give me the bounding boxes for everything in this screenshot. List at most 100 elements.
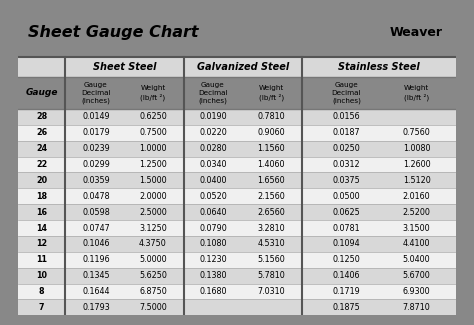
Text: 7.8710: 7.8710 (403, 303, 430, 312)
Text: 5.6250: 5.6250 (139, 271, 167, 280)
Bar (18, 204, 456, 220)
Text: 22: 22 (36, 160, 47, 169)
Text: 6.9300: 6.9300 (403, 287, 430, 296)
Text: 0.9060: 0.9060 (257, 128, 285, 137)
Text: 4.5310: 4.5310 (257, 240, 285, 248)
Text: 0.1406: 0.1406 (333, 271, 360, 280)
Bar (18, 236, 456, 252)
Text: 0.0340: 0.0340 (199, 160, 227, 169)
Text: 1.1560: 1.1560 (257, 144, 285, 153)
Text: 5.1560: 5.1560 (257, 255, 285, 264)
Text: Stainless Steel: Stainless Steel (338, 62, 420, 72)
Text: 1.0080: 1.0080 (403, 144, 430, 153)
Text: 0.0280: 0.0280 (199, 144, 227, 153)
Text: 0.0149: 0.0149 (82, 112, 110, 122)
Text: 26: 26 (36, 128, 47, 137)
Text: 1.5000: 1.5000 (139, 176, 167, 185)
Text: 0.7500: 0.7500 (139, 128, 167, 137)
Text: 0.0790: 0.0790 (199, 224, 227, 232)
Text: 7.0310: 7.0310 (257, 287, 285, 296)
Bar (18, 109, 456, 125)
Text: 0.0299: 0.0299 (82, 160, 110, 169)
Text: 0.0250: 0.0250 (333, 144, 360, 153)
Text: 10: 10 (36, 271, 47, 280)
Bar (18, 220, 456, 236)
Text: 0.0781: 0.0781 (333, 224, 360, 232)
Text: 0.0239: 0.0239 (82, 144, 110, 153)
Text: 2.0160: 2.0160 (403, 192, 430, 201)
Text: 12: 12 (36, 240, 47, 248)
Text: 0.0640: 0.0640 (199, 208, 227, 217)
Text: 0.0747: 0.0747 (82, 224, 110, 232)
Text: Sheet Steel: Sheet Steel (93, 62, 156, 72)
Bar (18, 125, 456, 141)
Text: 0.0500: 0.0500 (333, 192, 360, 201)
Text: Gauge
Decimal
(inches): Gauge Decimal (inches) (81, 82, 111, 104)
Text: 3.1500: 3.1500 (403, 224, 430, 232)
Text: 24: 24 (36, 144, 47, 153)
Text: 5.7810: 5.7810 (257, 271, 285, 280)
Text: 0.1094: 0.1094 (333, 240, 360, 248)
Text: 0.0375: 0.0375 (333, 176, 360, 185)
Bar (18, 157, 456, 173)
Text: 0.0625: 0.0625 (333, 208, 360, 217)
Text: 0.0359: 0.0359 (82, 176, 110, 185)
Text: 0.1250: 0.1250 (333, 255, 360, 264)
Bar (18, 173, 456, 188)
Text: 0.0478: 0.0478 (82, 192, 110, 201)
Text: Weight
(lb/ft ²): Weight (lb/ft ²) (140, 85, 165, 101)
Bar (18, 57, 456, 77)
Text: Sheet Gauge Chart: Sheet Gauge Chart (27, 25, 198, 40)
Text: 2.0000: 2.0000 (139, 192, 167, 201)
Text: 0.7810: 0.7810 (257, 112, 285, 122)
Text: 2.6560: 2.6560 (257, 208, 285, 217)
Text: 0.0187: 0.0187 (333, 128, 360, 137)
Text: 0.0598: 0.0598 (82, 208, 110, 217)
Text: 4.3750: 4.3750 (139, 240, 167, 248)
Text: 0.7560: 0.7560 (403, 128, 430, 137)
Text: 0.0312: 0.0312 (333, 160, 360, 169)
Text: 0.0179: 0.0179 (82, 128, 110, 137)
Text: 7.5000: 7.5000 (139, 303, 167, 312)
Text: 0.1875: 0.1875 (333, 303, 360, 312)
Text: 5.6700: 5.6700 (403, 271, 430, 280)
Text: 0.1230: 0.1230 (199, 255, 227, 264)
Text: 0.1046: 0.1046 (82, 240, 109, 248)
Bar (18, 283, 456, 299)
Text: 20: 20 (36, 176, 47, 185)
Text: 0.1719: 0.1719 (333, 287, 360, 296)
Text: 0.0190: 0.0190 (199, 112, 227, 122)
Text: 0.0156: 0.0156 (333, 112, 360, 122)
Text: 11: 11 (36, 255, 47, 264)
Text: 7: 7 (39, 303, 45, 312)
Text: 1.2600: 1.2600 (403, 160, 430, 169)
Text: Galvanized Steel: Galvanized Steel (197, 62, 289, 72)
Text: 0.1196: 0.1196 (82, 255, 110, 264)
Text: 14: 14 (36, 224, 47, 232)
Text: 0.1345: 0.1345 (82, 271, 110, 280)
Text: 0.1793: 0.1793 (82, 303, 110, 312)
Text: 3.2810: 3.2810 (257, 224, 285, 232)
Text: 8: 8 (39, 287, 45, 296)
Text: Gauge
Decimal
(inches): Gauge Decimal (inches) (198, 82, 228, 104)
Text: 0.1644: 0.1644 (82, 287, 109, 296)
Text: 2.5200: 2.5200 (402, 208, 430, 217)
Text: 1.5120: 1.5120 (403, 176, 430, 185)
Text: 28: 28 (36, 112, 47, 122)
Bar (18, 299, 456, 315)
Text: 1.4060: 1.4060 (257, 160, 285, 169)
Text: 3.1250: 3.1250 (139, 224, 167, 232)
Text: 4.4100: 4.4100 (403, 240, 430, 248)
Text: Weight
(lb/ft ²): Weight (lb/ft ²) (404, 85, 429, 101)
Text: 18: 18 (36, 192, 47, 201)
Bar (18, 188, 456, 204)
Text: 5.0000: 5.0000 (139, 255, 167, 264)
Text: 5.0400: 5.0400 (403, 255, 430, 264)
Text: 16: 16 (36, 208, 47, 217)
Text: Gauge
Decimal
(inches): Gauge Decimal (inches) (332, 82, 361, 104)
Text: 0.1680: 0.1680 (199, 287, 227, 296)
Text: 0.1080: 0.1080 (199, 240, 227, 248)
Text: 2.5000: 2.5000 (139, 208, 167, 217)
Text: 0.0400: 0.0400 (199, 176, 227, 185)
Text: 2.1560: 2.1560 (257, 192, 285, 201)
